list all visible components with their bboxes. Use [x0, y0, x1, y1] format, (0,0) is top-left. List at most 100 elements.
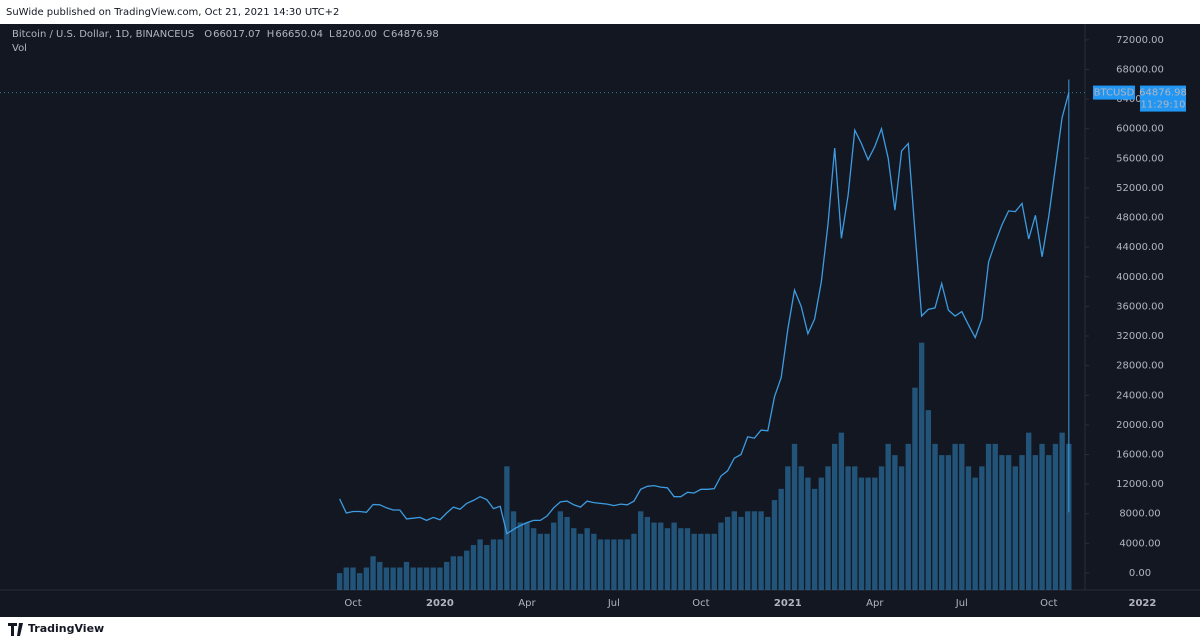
y-tick-label: 8000.00: [1119, 509, 1160, 520]
y-tick-label: 56000.00: [1116, 153, 1164, 164]
volume-bar: [577, 533, 584, 590]
volume-bar: [624, 539, 630, 590]
volume-bar: [504, 466, 510, 590]
legend-value: 8200.00: [336, 29, 377, 40]
volume-bar: [517, 522, 523, 590]
volume-bar: [470, 545, 477, 590]
header-text: SuWide published on TradingView.com, Oct…: [6, 7, 339, 18]
symbol-tag-text: BTCUSD: [1094, 88, 1135, 99]
volume-bar: [738, 516, 744, 590]
volume-bar: [443, 561, 450, 590]
volume-bar: [584, 528, 590, 590]
x-tick-label: Oct: [1040, 598, 1057, 609]
volume-bar: [357, 573, 363, 590]
volume-bar: [945, 455, 952, 590]
y-tick-label: 24000.00: [1116, 390, 1164, 401]
x-tick-label: Jul: [607, 598, 620, 609]
volume-bar: [805, 477, 811, 590]
volume-bar: [617, 539, 624, 590]
y-tick-label: 40000.00: [1116, 272, 1164, 283]
volume-bar: [811, 488, 818, 590]
x-tick-label: Oct: [692, 598, 709, 609]
price-tag-text: 64876.98: [1139, 88, 1187, 99]
legend-value: 66017.07: [213, 29, 261, 40]
volume-bar: [818, 477, 824, 590]
volume-bar: [336, 573, 343, 590]
volume-bar: [591, 533, 597, 590]
volume-bar: [678, 528, 684, 590]
volume-bar: [524, 522, 530, 590]
volume-bar: [544, 533, 550, 590]
volume-bar: [363, 567, 370, 590]
volume-bar: [664, 528, 671, 590]
volume-bar: [1019, 455, 1025, 590]
legend-value: 66650.04: [275, 29, 323, 40]
y-tick-label: 32000.00: [1116, 331, 1164, 342]
footer-text: TradingView: [28, 622, 104, 635]
volume-bar: [698, 533, 704, 590]
y-tick-label: 16000.00: [1116, 449, 1164, 460]
volume-bar: [999, 455, 1005, 590]
volume-bar: [497, 539, 503, 590]
volume-bar: [343, 567, 349, 590]
volume-bar: [865, 477, 871, 590]
volume-bar: [457, 556, 463, 590]
volume-bar: [878, 466, 885, 590]
volume-bar: [684, 528, 691, 590]
x-tick-label: Apr: [866, 598, 884, 609]
volume-bar: [611, 539, 617, 590]
countdown-text: 11:29:10: [1141, 100, 1186, 111]
volume-bar: [845, 466, 851, 590]
volume-bar: [892, 455, 898, 590]
header-bar: [0, 0, 1200, 24]
volume-bar: [711, 533, 717, 590]
y-tick-label: 48000.00: [1116, 213, 1164, 224]
volume-bar: [1059, 432, 1065, 590]
volume-bar: [832, 443, 838, 590]
volume-bar: [417, 567, 423, 590]
volume-bar: [972, 477, 978, 590]
price-tag: [1140, 85, 1186, 112]
x-tick-label: 2022: [1128, 598, 1156, 609]
volume-bar: [390, 567, 396, 590]
legend-key: H: [267, 29, 275, 40]
legend-key: L: [329, 29, 335, 40]
volume-bar: [530, 528, 537, 590]
y-tick-label: 36000.00: [1116, 301, 1164, 312]
volume-bar: [597, 539, 604, 590]
volume-label: Vol: [12, 43, 27, 54]
volume-bar: [912, 387, 918, 590]
volume-bar: [658, 522, 664, 590]
volume-bar: [370, 556, 376, 590]
volume-bar: [758, 511, 764, 590]
volume-bar: [724, 516, 731, 590]
volume-bar: [557, 511, 564, 590]
volume-bar: [965, 466, 972, 590]
legend-title: Bitcoin / U.S. Dollar, 1D, BINANCEUS: [12, 29, 194, 40]
x-tick-label: Apr: [518, 598, 536, 609]
volume-bar: [691, 533, 697, 590]
x-tick-label: 2021: [774, 598, 802, 609]
volume-bar: [905, 443, 911, 590]
volume-bar: [838, 432, 845, 590]
volume-bar: [631, 533, 637, 590]
volume-bar: [377, 561, 383, 590]
y-tick-label: 4000.00: [1119, 538, 1160, 549]
volume-bar: [952, 443, 958, 590]
y-tick-label: 12000.00: [1116, 479, 1164, 490]
volume-bar: [1026, 432, 1032, 590]
volume-bar: [423, 567, 430, 590]
volume-bar: [477, 539, 483, 590]
volume-bar: [644, 516, 651, 590]
volume-bar: [898, 466, 905, 590]
legend-key: O: [204, 29, 212, 40]
volume-bar: [979, 466, 985, 590]
footer-bar: [0, 617, 1200, 641]
volume-bar: [985, 443, 992, 590]
volume-bar: [872, 477, 878, 590]
volume-bar: [464, 550, 470, 590]
volume-bar: [925, 410, 932, 590]
volume-bar: [1039, 443, 1045, 590]
volume-bar: [1032, 455, 1039, 590]
